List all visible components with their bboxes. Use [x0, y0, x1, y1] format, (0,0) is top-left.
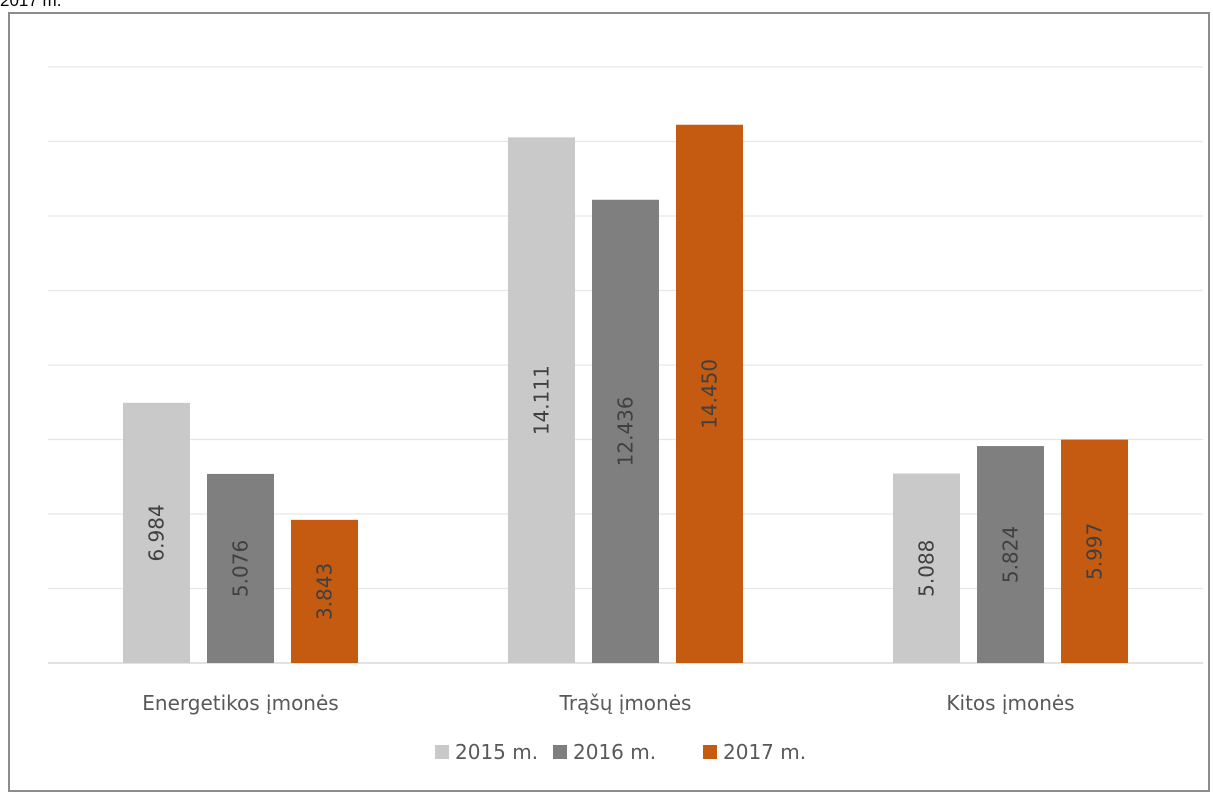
legend-swatch — [553, 745, 567, 759]
data-label: 5.997 — [1083, 523, 1107, 580]
legend-swatch — [435, 745, 449, 759]
data-label: 5.088 — [915, 540, 939, 597]
bar — [508, 137, 575, 664]
data-label: 14.450 — [698, 359, 722, 429]
legend: 2015 m. 2016 m. 2017 m. — [435, 740, 806, 764]
data-label: 12.436 — [614, 396, 638, 466]
bar — [592, 199, 659, 663]
data-label: 5.076 — [229, 540, 253, 597]
category-label: Trąšų įmonės — [559, 691, 692, 715]
bar — [1061, 439, 1128, 663]
data-label: 6.984 — [145, 504, 169, 561]
bar — [977, 446, 1044, 663]
category-label: Energetikos įmonės — [142, 691, 338, 715]
legend-label: 2016 m. — [573, 740, 656, 764]
bar — [676, 124, 743, 664]
legend-label: 2015 m. — [455, 740, 538, 764]
data-label: 5.824 — [999, 526, 1023, 583]
bar — [893, 473, 960, 663]
legend-label: 2017 m. — [723, 740, 806, 764]
page-caption: 2017 m. — [0, 0, 62, 10]
data-labels: 6.984 5.076 3.843 14.111 12.436 14.450 5.088 5.… — [145, 359, 1107, 620]
legend-swatch — [703, 745, 717, 759]
category-label: Kitos įmonės — [946, 691, 1074, 715]
data-label: 3.843 — [313, 563, 337, 620]
category-labels: Energetikos įmonės Trąšų įmonės Kitos įmon… — [142, 691, 1074, 715]
bars — [123, 124, 1128, 664]
data-label: 14.111 — [530, 365, 554, 435]
bar — [207, 473, 274, 663]
bar — [291, 519, 358, 663]
bar — [123, 402, 190, 663]
